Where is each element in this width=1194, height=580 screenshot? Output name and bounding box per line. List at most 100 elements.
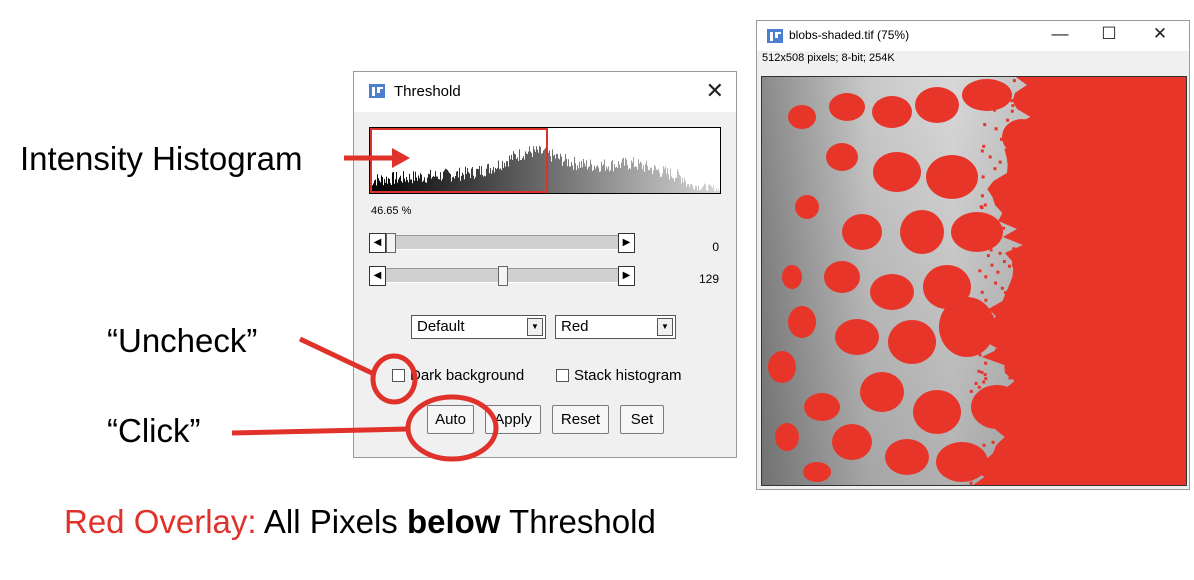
histogram-bar: [593, 169, 594, 193]
histogram-bar: [719, 190, 720, 193]
close-icon[interactable]: ✕: [1152, 24, 1168, 43]
histogram-bar: [412, 183, 413, 193]
histogram-bar: [430, 169, 431, 193]
maximize-icon[interactable]: ☐: [1101, 24, 1117, 43]
auto-button[interactable]: Auto: [427, 405, 474, 434]
stack-histogram-label[interactable]: Stack histogram: [574, 367, 682, 384]
thresholded-blob: [775, 423, 799, 451]
histogram-bar: [646, 160, 647, 193]
histogram-bar: [566, 158, 567, 193]
histogram-bar: [477, 168, 478, 193]
close-icon[interactable]: ✕: [705, 78, 724, 103]
thresholded-speck: [980, 334, 984, 338]
histogram-bar: [517, 157, 518, 193]
chevron-down-icon[interactable]: ▼: [527, 318, 543, 336]
max-threshold-slider[interactable]: ◀ ▶: [369, 266, 635, 286]
histogram-bar: [425, 182, 426, 193]
histogram-bar: [652, 174, 653, 193]
histogram-bar: [480, 174, 481, 193]
thresholded-blob: [873, 152, 921, 192]
thresholded-speck: [1011, 263, 1015, 267]
apply-button[interactable]: Apply: [485, 405, 541, 434]
caption-text-2: Threshold: [500, 503, 656, 540]
set-button[interactable]: Set: [620, 405, 664, 434]
histogram-bar: [474, 178, 475, 193]
thresholded-speck: [1000, 137, 1003, 141]
histogram-bar: [381, 175, 382, 193]
histogram-bar: [518, 160, 519, 193]
histogram-bar: [689, 187, 690, 193]
histogram-bar: [606, 166, 607, 193]
minimize-icon[interactable]: —: [1051, 24, 1069, 43]
dialog-titlebar[interactable]: Threshold ✕: [354, 72, 736, 112]
histogram-bar: [387, 183, 388, 193]
dark-background-label[interactable]: Dark background: [410, 367, 525, 384]
slider-thumb[interactable]: [386, 233, 396, 253]
method-select[interactable]: Default ▼: [411, 315, 546, 339]
histogram-bar: [398, 179, 399, 193]
display-select[interactable]: Red ▼: [555, 315, 676, 339]
reset-button[interactable]: Reset: [552, 405, 609, 434]
thresholded-speck: [1002, 420, 1006, 424]
histogram-bar: [414, 180, 415, 193]
histogram-bar: [670, 168, 671, 193]
histogram-bar: [643, 165, 644, 193]
histogram-bar: [486, 168, 487, 193]
histogram-bar: [706, 190, 707, 193]
slider-right-arrow-icon[interactable]: ▶: [618, 233, 635, 253]
histogram-bar: [637, 169, 638, 193]
histogram-bar: [520, 160, 521, 193]
dark-background-checkbox[interactable]: [392, 369, 405, 382]
slider-track[interactable]: [386, 235, 618, 250]
histogram-bar: [502, 160, 503, 193]
stack-histogram-checkbox[interactable]: [556, 369, 569, 382]
thresholded-speck: [982, 144, 986, 148]
image-window-titlebar[interactable]: blobs-shaded.tif (75%) — ☐ ✕: [757, 21, 1189, 51]
thresholded-speck: [993, 194, 996, 197]
histogram-bar: [681, 183, 682, 193]
histogram-bar: [457, 171, 458, 193]
histogram-bar: [631, 160, 632, 193]
thresholded-blob: [788, 306, 816, 338]
thresholded-speck: [1018, 156, 1022, 160]
histogram-bar: [545, 147, 546, 193]
slider-left-arrow-icon[interactable]: ◀: [369, 233, 386, 253]
histogram-bar: [455, 175, 456, 193]
slider-thumb[interactable]: [498, 266, 509, 286]
histogram-bar: [607, 168, 608, 193]
histogram-bar: [618, 161, 619, 193]
thresholded-speck: [984, 247, 988, 250]
histogram-bar: [451, 181, 452, 193]
histogram-bar: [493, 166, 494, 193]
histogram-bar: [648, 170, 649, 193]
histogram-bar: [424, 177, 425, 193]
histogram-bar: [450, 174, 451, 193]
histogram-bar: [647, 166, 648, 193]
image-canvas[interactable]: [761, 76, 1187, 486]
thresholded-speck: [968, 456, 972, 459]
slider-left-arrow-icon[interactable]: ◀: [369, 266, 386, 286]
histogram-bar: [494, 172, 495, 193]
histogram-bar: [676, 177, 677, 193]
histogram-bar: [434, 176, 435, 193]
chevron-down-icon[interactable]: ▼: [657, 318, 673, 336]
uncheck-annotation: “Uncheck”: [107, 322, 258, 359]
histogram-bar: [662, 173, 663, 193]
histogram-bar: [406, 177, 407, 193]
min-threshold-slider[interactable]: ◀ ▶: [369, 233, 635, 253]
histogram-bar: [667, 168, 668, 193]
histogram-bar: [679, 174, 680, 193]
histogram-bar: [568, 159, 569, 193]
histogram-bar: [557, 153, 558, 193]
slider-right-arrow-icon[interactable]: ▶: [618, 266, 635, 286]
histogram-bar: [452, 177, 453, 193]
thresholded-speck: [984, 361, 988, 365]
histogram-bar: [707, 191, 708, 193]
histogram-bar: [481, 166, 482, 193]
histogram-bar: [713, 185, 714, 193]
histogram-bar: [506, 160, 507, 193]
histogram-bar: [620, 168, 621, 193]
thresholded-speck: [1000, 337, 1004, 341]
histogram-bar: [588, 167, 589, 193]
thresholded-speck: [975, 457, 979, 461]
